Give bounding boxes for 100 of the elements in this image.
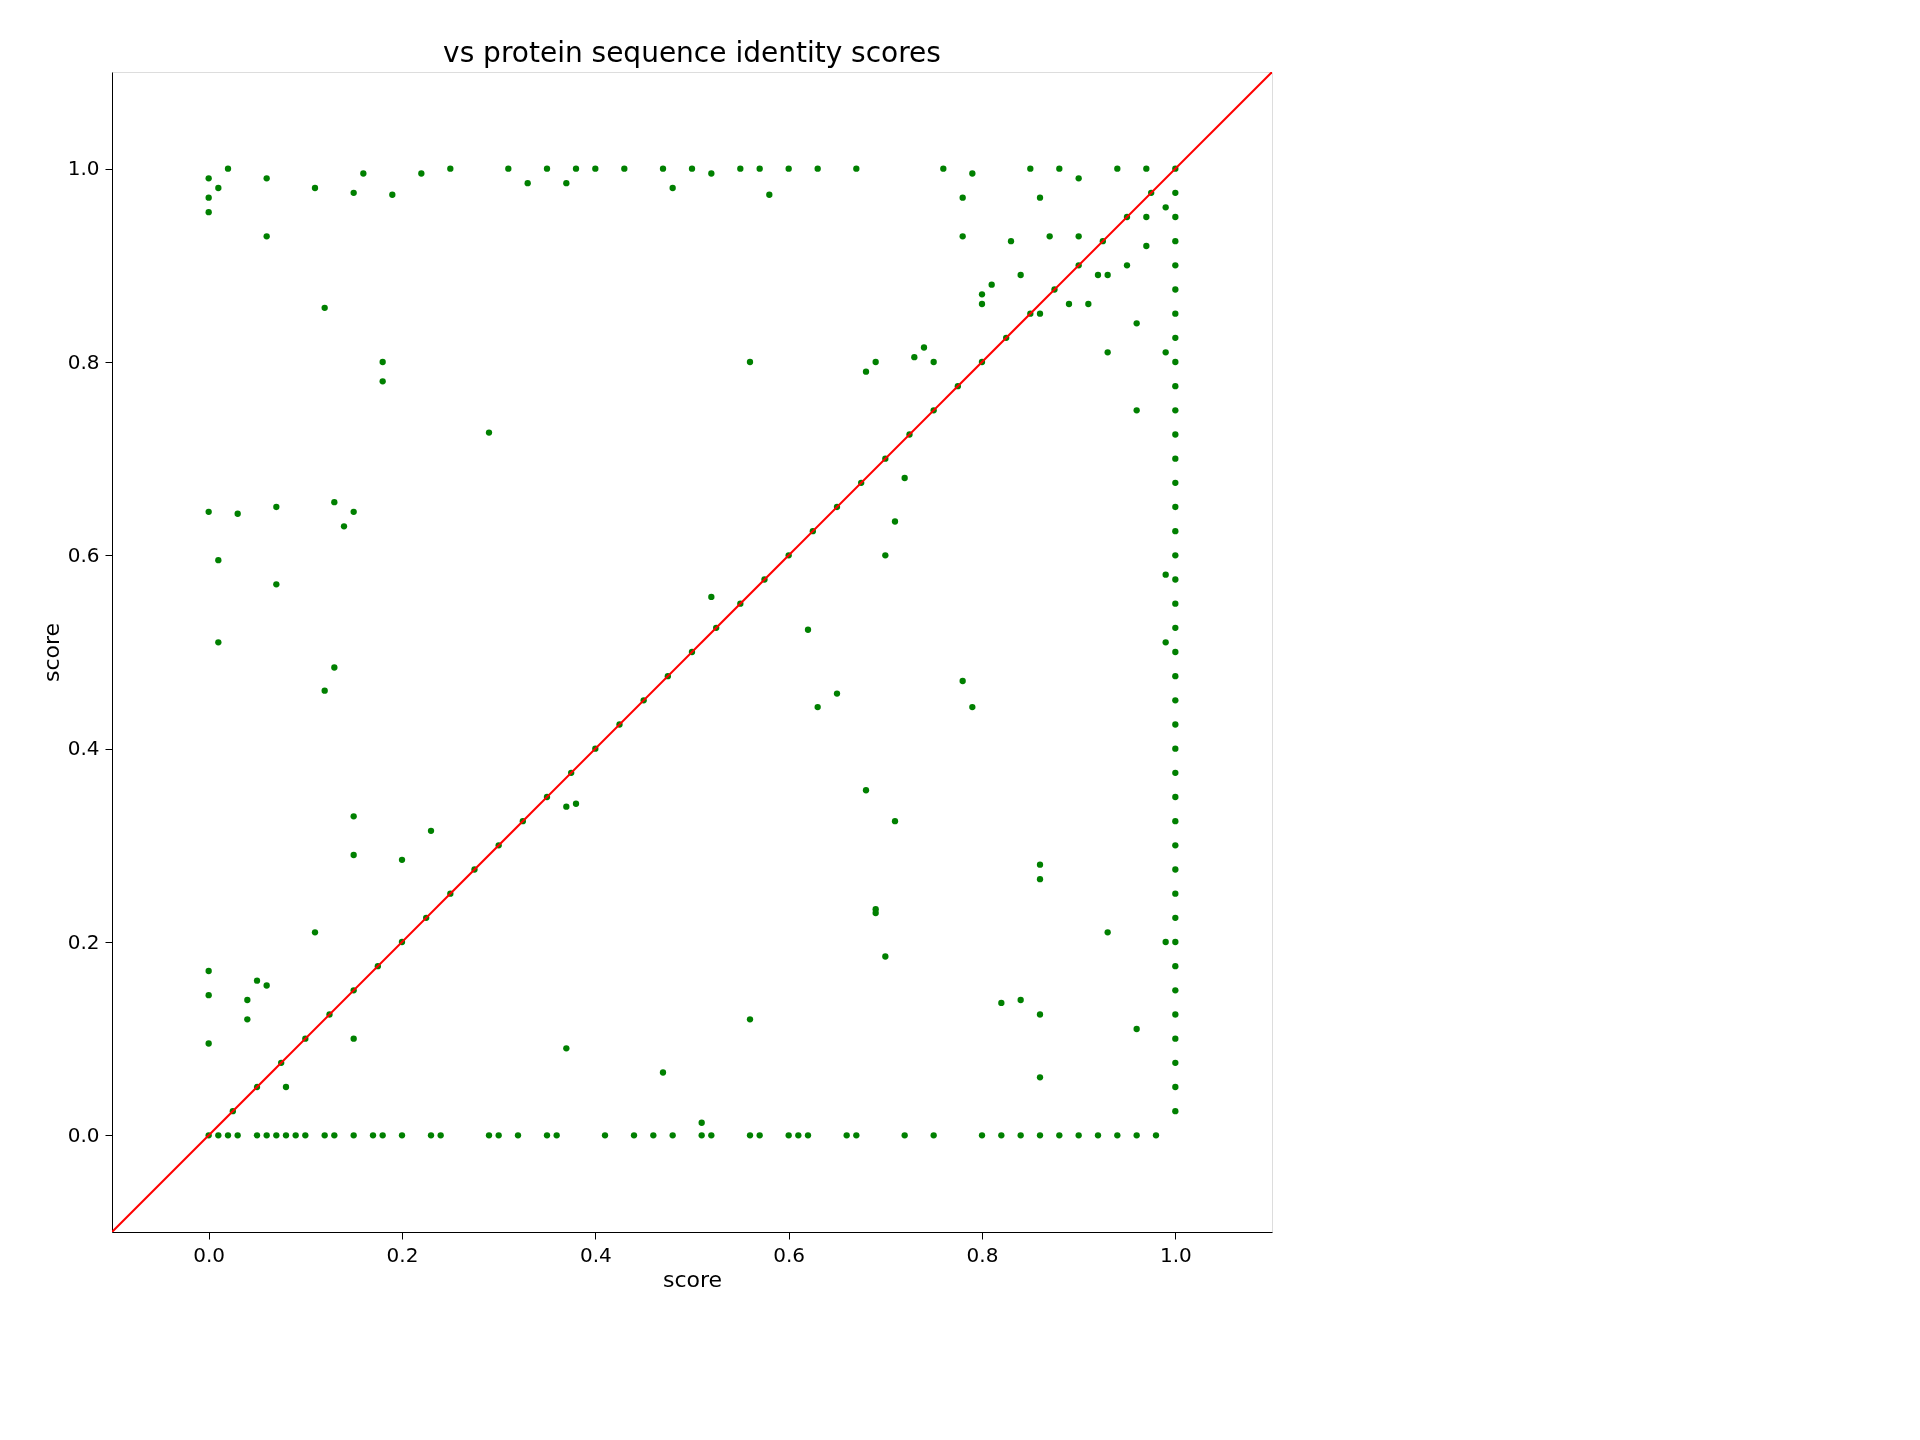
point bbox=[205, 209, 212, 216]
y-tick-label: 0.0 bbox=[67, 1122, 100, 1147]
point bbox=[1172, 624, 1179, 631]
chart-title: vs protein sequence identity scores bbox=[443, 36, 941, 69]
point bbox=[224, 1132, 232, 1139]
point bbox=[1036, 194, 1044, 201]
point bbox=[224, 165, 232, 172]
point bbox=[485, 1132, 493, 1139]
point bbox=[1172, 310, 1179, 317]
point bbox=[524, 180, 531, 187]
point bbox=[1017, 1132, 1024, 1139]
point bbox=[814, 165, 821, 172]
x-tick-label: 0.6 bbox=[773, 1242, 806, 1267]
point bbox=[1172, 528, 1179, 535]
point bbox=[930, 1132, 937, 1139]
point bbox=[1172, 721, 1179, 728]
point bbox=[234, 1132, 241, 1139]
point bbox=[1094, 1132, 1102, 1139]
point bbox=[263, 1132, 270, 1139]
point bbox=[1172, 745, 1179, 752]
point bbox=[1172, 552, 1179, 559]
point bbox=[1172, 576, 1179, 583]
point bbox=[669, 184, 676, 192]
point bbox=[1172, 383, 1179, 390]
point bbox=[1172, 358, 1179, 366]
y-tick-label: 0.2 bbox=[67, 929, 100, 954]
point bbox=[360, 170, 367, 177]
point bbox=[427, 1132, 435, 1139]
point bbox=[650, 1132, 657, 1139]
x-tick-label: 0.4 bbox=[579, 1242, 612, 1267]
point bbox=[311, 184, 319, 192]
point bbox=[1172, 673, 1179, 680]
x-tick-label: 1.0 bbox=[1159, 1242, 1192, 1267]
point bbox=[969, 170, 976, 177]
point bbox=[1172, 262, 1179, 269]
point bbox=[940, 165, 947, 172]
point bbox=[1172, 286, 1179, 293]
point bbox=[215, 1132, 222, 1139]
point bbox=[853, 165, 860, 172]
point bbox=[1172, 189, 1179, 196]
point bbox=[998, 1132, 1005, 1139]
point bbox=[688, 165, 696, 172]
point bbox=[1172, 914, 1179, 921]
point bbox=[282, 1132, 290, 1139]
point bbox=[1172, 479, 1179, 486]
point bbox=[1172, 503, 1179, 511]
point bbox=[1114, 1132, 1121, 1139]
point bbox=[1172, 431, 1179, 438]
point bbox=[1172, 238, 1179, 245]
point bbox=[1027, 165, 1034, 172]
point bbox=[1172, 938, 1179, 946]
x-tick-label: 0.8 bbox=[966, 1242, 999, 1267]
y-tick-label: 0.6 bbox=[67, 542, 100, 567]
point bbox=[350, 1132, 357, 1139]
point bbox=[505, 165, 512, 172]
point bbox=[708, 1132, 715, 1139]
point bbox=[1075, 1132, 1082, 1139]
y-axis-title: score bbox=[38, 622, 64, 683]
point bbox=[978, 1132, 986, 1139]
point bbox=[1172, 769, 1179, 776]
point bbox=[389, 191, 396, 198]
point bbox=[418, 170, 425, 177]
point bbox=[447, 165, 454, 172]
point bbox=[766, 191, 773, 198]
point bbox=[1172, 818, 1179, 825]
point bbox=[292, 1132, 299, 1139]
point bbox=[1172, 866, 1179, 873]
y-tick-label: 1.0 bbox=[67, 156, 100, 181]
point bbox=[263, 175, 270, 182]
point bbox=[437, 1132, 444, 1139]
x-tick-label: 0.0 bbox=[193, 1242, 226, 1267]
point bbox=[1152, 1132, 1160, 1139]
point bbox=[601, 1132, 609, 1139]
point bbox=[331, 1132, 338, 1139]
point bbox=[795, 1132, 802, 1139]
point bbox=[215, 184, 222, 192]
x-tick-label: 0.2 bbox=[386, 1242, 419, 1267]
point bbox=[1133, 1132, 1140, 1139]
point bbox=[1172, 334, 1179, 341]
point bbox=[1172, 455, 1179, 462]
point bbox=[708, 170, 715, 177]
point bbox=[1172, 963, 1179, 970]
point bbox=[543, 165, 551, 172]
point bbox=[1172, 407, 1179, 414]
point bbox=[514, 1132, 522, 1139]
point bbox=[1172, 890, 1179, 897]
point bbox=[756, 1132, 763, 1139]
point bbox=[1172, 987, 1179, 994]
point bbox=[379, 1132, 386, 1139]
point bbox=[785, 1132, 792, 1139]
point bbox=[1143, 165, 1150, 172]
point bbox=[553, 1132, 560, 1139]
point bbox=[1172, 1108, 1179, 1115]
point bbox=[1172, 842, 1179, 849]
point bbox=[737, 165, 744, 172]
point bbox=[1056, 165, 1063, 172]
point bbox=[1172, 793, 1179, 801]
point bbox=[901, 1132, 908, 1139]
point bbox=[621, 165, 628, 172]
point bbox=[543, 1132, 551, 1139]
